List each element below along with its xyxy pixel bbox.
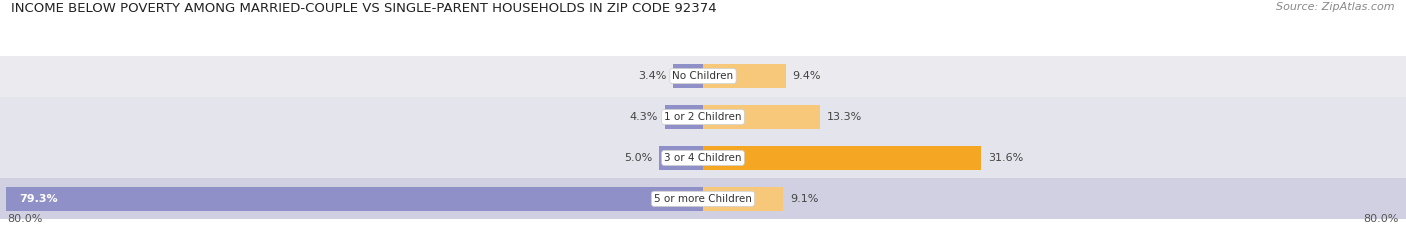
Text: 80.0%: 80.0%	[7, 214, 42, 224]
Bar	[0, 96, 1406, 137]
Text: 3.4%: 3.4%	[638, 71, 666, 81]
Text: INCOME BELOW POVERTY AMONG MARRIED-COUPLE VS SINGLE-PARENT HOUSEHOLDS IN ZIP COD: INCOME BELOW POVERTY AMONG MARRIED-COUPL…	[11, 2, 717, 15]
Bar	[703, 64, 786, 88]
Bar	[703, 187, 783, 211]
Text: 3 or 4 Children: 3 or 4 Children	[664, 153, 742, 163]
Bar	[0, 137, 1406, 178]
Bar	[665, 105, 703, 129]
Text: 9.4%: 9.4%	[793, 71, 821, 81]
Bar	[703, 146, 981, 170]
Bar	[0, 56, 1406, 96]
Text: No Children: No Children	[672, 71, 734, 81]
Bar	[659, 146, 703, 170]
Text: 1 or 2 Children: 1 or 2 Children	[664, 112, 742, 122]
Bar	[673, 64, 703, 88]
Text: 31.6%: 31.6%	[987, 153, 1024, 163]
Text: 5 or more Children: 5 or more Children	[654, 194, 752, 204]
Bar	[703, 105, 820, 129]
Text: 80.0%: 80.0%	[1364, 214, 1399, 224]
Text: 9.1%: 9.1%	[790, 194, 818, 204]
Text: 79.3%: 79.3%	[20, 194, 58, 204]
Text: 13.3%: 13.3%	[827, 112, 862, 122]
Text: Source: ZipAtlas.com: Source: ZipAtlas.com	[1277, 2, 1395, 12]
Bar	[6, 187, 703, 211]
Bar	[0, 178, 1406, 219]
Text: 5.0%: 5.0%	[624, 153, 652, 163]
Text: 4.3%: 4.3%	[630, 112, 658, 122]
